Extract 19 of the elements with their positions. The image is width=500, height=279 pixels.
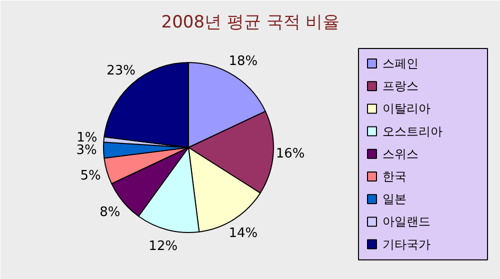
legend-label: 프랑스 xyxy=(382,79,418,94)
data-label: 1% xyxy=(76,130,98,146)
chart-title: 2008년 평균 국적 비율 xyxy=(161,12,340,32)
legend-label: 아일랜드 xyxy=(382,214,430,229)
data-label: 3% xyxy=(76,143,97,158)
legend-label: 일본 xyxy=(382,192,406,206)
data-label: 12% xyxy=(148,238,178,254)
data-label: 8% xyxy=(100,205,120,220)
legend-label: 스위스 xyxy=(382,146,418,161)
data-label: 16% xyxy=(276,146,305,162)
data-label: 14% xyxy=(228,226,258,242)
data-label: 18% xyxy=(228,54,258,69)
legend-label: 스페인 xyxy=(382,56,418,70)
legend-label: 기타국가 xyxy=(382,237,430,252)
data-label: 23% xyxy=(106,63,136,78)
data-label: 5% xyxy=(80,168,101,184)
legend-label: 한국 xyxy=(382,170,406,184)
legend-label: 오스트리아 xyxy=(382,124,442,138)
legend-label: 이탈리아 xyxy=(382,102,430,116)
